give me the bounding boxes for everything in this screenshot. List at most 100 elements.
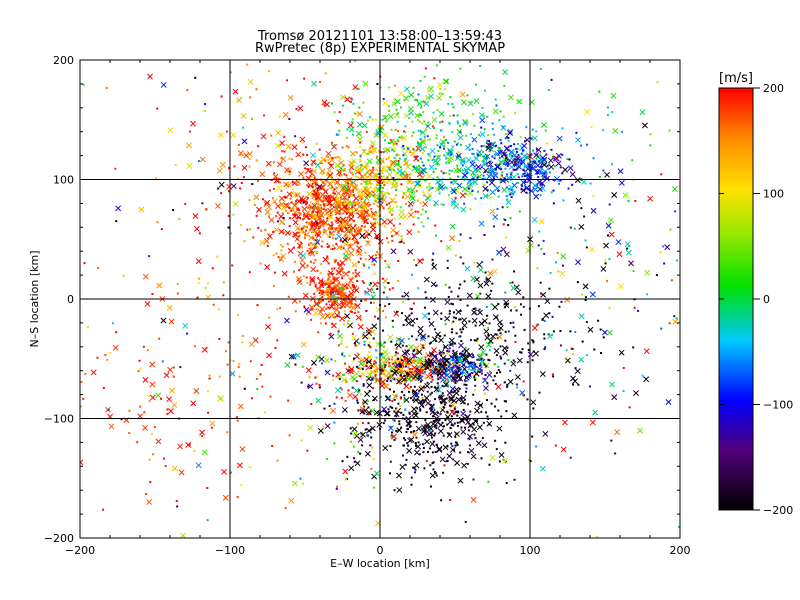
data-point-cross <box>156 282 163 289</box>
data-point-dot <box>405 458 408 461</box>
data-point-dot <box>128 409 131 412</box>
data-point-dot <box>311 164 314 167</box>
data-point-dot <box>432 177 435 180</box>
data-point-dot <box>437 378 440 381</box>
data-point-dot <box>378 223 381 226</box>
data-point-dot <box>399 166 402 169</box>
data-point-dot <box>509 322 512 325</box>
data-point-dot <box>454 342 457 345</box>
data-point-dot <box>147 394 150 397</box>
data-point-dot <box>443 362 446 365</box>
data-point-cross <box>317 158 324 165</box>
data-point-dot <box>559 179 562 182</box>
data-point-dot <box>438 192 441 195</box>
data-point-dot <box>222 281 225 284</box>
data-point-dot <box>389 444 392 447</box>
data-point-dot <box>569 226 572 229</box>
data-point-cross <box>345 282 352 289</box>
data-point-dot <box>491 155 494 158</box>
data-point-cross <box>431 347 438 354</box>
data-point-dot <box>286 79 289 82</box>
data-point-cross <box>369 222 376 229</box>
data-point-dot <box>292 270 295 273</box>
data-point-cross <box>347 243 354 250</box>
data-point-dot <box>415 338 418 341</box>
data-point-dot <box>339 288 342 291</box>
data-point-cross <box>357 323 364 330</box>
data-point-dot <box>590 126 593 129</box>
data-point-dot <box>337 328 340 331</box>
data-point-dot <box>298 231 301 234</box>
data-point-dot <box>487 480 490 483</box>
data-point-cross <box>610 92 617 99</box>
data-point-dot <box>426 124 429 127</box>
data-point-dot <box>474 307 477 310</box>
data-point-dot <box>316 189 319 192</box>
data-point-cross <box>335 196 342 202</box>
data-point-dot <box>494 363 497 366</box>
data-point-cross <box>496 425 503 432</box>
data-point-cross <box>193 225 200 232</box>
data-point-dot <box>330 358 333 361</box>
data-point-cross <box>275 203 281 210</box>
data-point-dot <box>454 441 457 444</box>
data-point-cross <box>498 452 505 458</box>
data-point-dot <box>295 212 298 215</box>
data-point-cross <box>221 468 228 475</box>
data-point-dot <box>444 283 447 286</box>
data-point-dot <box>301 227 304 230</box>
data-point-dot <box>421 161 424 164</box>
data-point-dot <box>374 349 377 352</box>
data-point-cross <box>587 326 594 333</box>
data-point-dot <box>366 164 369 167</box>
data-point-dot <box>344 294 347 297</box>
data-point-dot <box>390 373 393 376</box>
data-point-dot <box>428 447 431 450</box>
data-point-dot <box>544 346 547 349</box>
data-point-cross <box>533 193 540 200</box>
data-point-dot <box>480 372 483 375</box>
data-point-cross <box>284 167 291 174</box>
data-point-dot <box>388 388 391 391</box>
data-point-dot <box>294 310 297 313</box>
data-point-dot <box>376 237 379 240</box>
data-point-dot <box>503 84 506 87</box>
data-point-dot <box>204 286 207 289</box>
data-point-cross <box>414 180 421 187</box>
data-point-cross <box>455 372 462 379</box>
data-point-dot <box>432 461 435 464</box>
data-point-cross <box>147 73 153 80</box>
data-point-cross <box>296 279 303 286</box>
data-point-dot <box>472 355 475 358</box>
data-point-dot <box>249 228 252 231</box>
data-point-dot <box>230 232 233 235</box>
data-point-dot <box>240 223 243 226</box>
data-point-dot <box>408 390 411 393</box>
data-point-dot <box>444 384 447 387</box>
data-point-cross <box>604 171 610 178</box>
data-point-dot <box>410 134 413 137</box>
data-point-cross <box>383 356 390 363</box>
data-point-cross <box>427 357 434 364</box>
data-point-cross <box>426 87 433 94</box>
data-point-dot <box>457 424 460 427</box>
data-point-dot <box>391 400 394 403</box>
data-point-dot <box>416 350 419 353</box>
data-point-dot <box>424 146 427 149</box>
data-point-dot <box>399 404 402 407</box>
data-point-dot <box>319 300 322 303</box>
data-point-dot <box>430 385 433 388</box>
data-point-dot <box>166 412 169 415</box>
data-point-dot <box>292 234 295 237</box>
data-point-dot <box>417 179 420 182</box>
data-point-dot <box>472 353 475 356</box>
data-point-dot <box>402 154 405 157</box>
data-point-cross <box>395 342 402 349</box>
data-point-dot <box>407 337 410 340</box>
data-point-dot <box>494 382 497 385</box>
data-point-cross <box>420 428 427 434</box>
data-point-cross <box>364 391 371 397</box>
data-point-dot <box>489 370 492 373</box>
data-point-dot <box>324 282 327 285</box>
data-point-dot <box>434 224 437 227</box>
